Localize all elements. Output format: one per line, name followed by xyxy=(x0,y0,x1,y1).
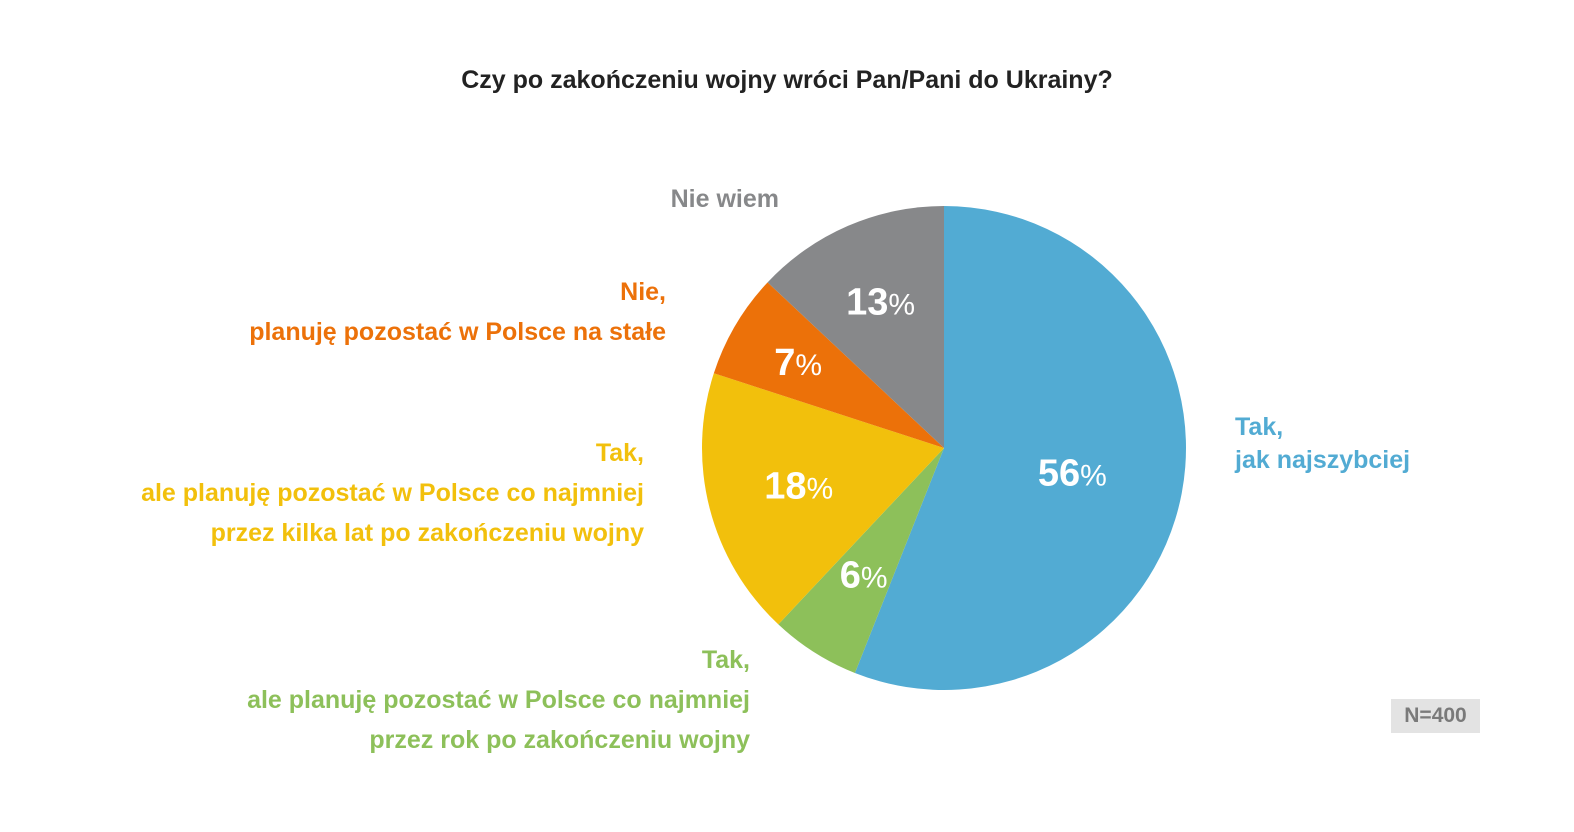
legend-label-line: Tak, xyxy=(595,439,644,467)
legend-label-nie-wiem: Nie wiem xyxy=(671,179,779,219)
pie-slice-nie xyxy=(713,282,944,448)
pie-slice-nie-wiem xyxy=(767,206,944,448)
legend-label-line: Nie wiem xyxy=(670,185,779,213)
chart-title: Czy po zakończeniu wojny wróci Pan/Pani … xyxy=(461,66,1113,94)
legend-label-line: planuję pozostać w Polsce na stałe xyxy=(249,318,666,346)
legend-label-line: Tak, xyxy=(1235,413,1284,441)
data-label-nie: 7% xyxy=(774,342,822,384)
legend-label-line: ale planuję pozostać w Polsce co najmnie… xyxy=(141,479,644,507)
data-label-tak-kilka-lat: 18% xyxy=(764,465,833,507)
pie-slice-tak-kilka-lat xyxy=(702,373,944,625)
data-label-tak-rok: 6% xyxy=(840,555,888,597)
legend-label-tak-najszybciej: Tak, jak najszybciej xyxy=(1235,411,1410,477)
legend-label-line: Tak, xyxy=(701,646,750,674)
legend-label-tak-kilka-lat: Tak, ale planuję pozostać w Polsce co naj… xyxy=(141,433,644,553)
data-label-nie-wiem: 13% xyxy=(846,281,915,323)
data-label-tak-najszybciej: 56% xyxy=(1038,452,1107,494)
legend-label-line: Nie, xyxy=(620,278,666,306)
legend-label-line: ale planuję pozostać w Polsce co najmnie… xyxy=(247,686,750,714)
legend-label-line: przez rok po zakończeniu wojny xyxy=(369,726,750,754)
pie-slice-tak-najszybciej xyxy=(854,206,1186,691)
legend-label-line: przez kilka lat po zakończeniu wojny xyxy=(210,519,644,547)
legend-label-tak-rok: Tak, ale planuję pozostać w Polsce co naj… xyxy=(247,640,750,760)
sample-size-badge: N=400 xyxy=(1391,699,1480,733)
legend-label-line: jak najszybciej xyxy=(1235,446,1411,474)
legend-label-nie: Nie, planuję pozostać w Polsce na stałe xyxy=(249,272,666,352)
pie-slice-tak-rok xyxy=(778,448,944,674)
